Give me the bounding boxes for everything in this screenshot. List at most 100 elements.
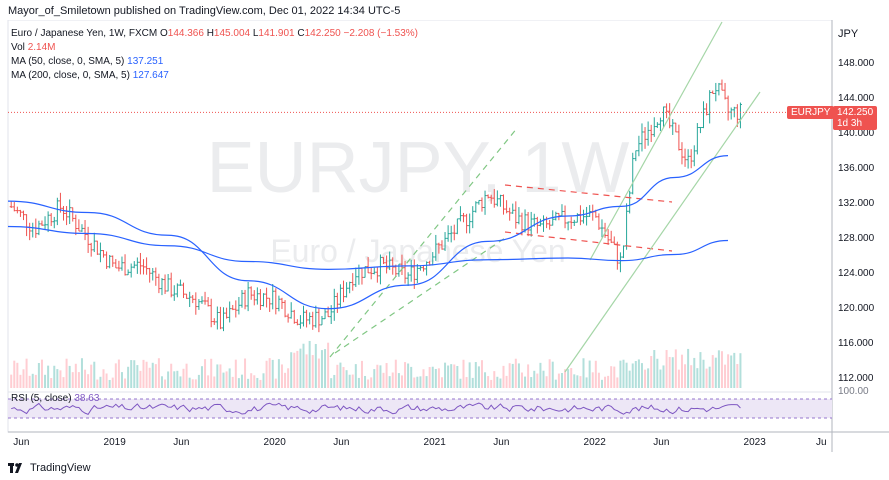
publish-info: Mayor_of_Smiletown published on TradingV… bbox=[8, 5, 401, 17]
volume-bar bbox=[440, 377, 443, 388]
volume-bar bbox=[231, 376, 234, 388]
dashed-channel-upper[interactable] bbox=[329, 126, 519, 358]
volume-bar bbox=[404, 362, 407, 388]
volume-bar bbox=[44, 374, 47, 388]
volume-bar bbox=[382, 372, 385, 388]
legend-ma50-row: MA (50, close, 0, SMA, 5) 137.251 bbox=[11, 55, 418, 69]
volume-bar bbox=[453, 364, 456, 388]
volume-bar bbox=[557, 373, 560, 388]
volume-bar bbox=[610, 366, 613, 388]
volume-bar bbox=[736, 364, 739, 388]
volume-bar bbox=[376, 364, 379, 388]
volume-bar bbox=[677, 369, 680, 388]
resistance-line-upper[interactable] bbox=[504, 184, 673, 203]
volume-bar bbox=[465, 377, 468, 388]
rising-channel-upper[interactable] bbox=[589, 21, 723, 261]
volume-bar bbox=[693, 357, 696, 388]
volume-bar bbox=[62, 377, 65, 388]
rsi-band bbox=[8, 399, 832, 418]
y-tick-label: 116.000 bbox=[838, 338, 874, 349]
volume-bar bbox=[311, 355, 314, 388]
volume-bar bbox=[690, 365, 693, 388]
legend-symbol: Euro / Japanese Yen, 1W, FXCM bbox=[11, 28, 158, 39]
dashed-channel-lower[interactable] bbox=[334, 237, 506, 354]
volume-bar bbox=[631, 363, 634, 388]
price-axis-labels: 148.000 144.000 140.000 136.000 132.000 128.0… bbox=[838, 58, 875, 384]
volume-bar bbox=[176, 370, 179, 388]
volume-bar bbox=[671, 357, 674, 388]
volume-bar bbox=[711, 355, 714, 388]
publish-header: Mayor_of_Smiletown published on TradingV… bbox=[0, 0, 889, 20]
volume-bar bbox=[505, 375, 508, 388]
volume-bar bbox=[90, 364, 93, 388]
volume-bar bbox=[302, 343, 305, 388]
legend-vol-value: 2.14M bbox=[27, 42, 56, 53]
volume-bar bbox=[93, 361, 96, 388]
y-tick-label: 112.000 bbox=[838, 373, 874, 384]
legend-ma200-label: MA (200, close, 0, SMA, 5) bbox=[11, 70, 130, 81]
x-tick-label: Ju bbox=[816, 437, 827, 448]
rising-channel-lower[interactable] bbox=[564, 91, 761, 373]
rsi-legend: RSI (5, close) 38.63 bbox=[11, 393, 99, 404]
volume-bar bbox=[228, 368, 231, 388]
bar-countdown: 1d 3h bbox=[837, 118, 863, 129]
volume-bar bbox=[102, 369, 105, 388]
volume-bar bbox=[34, 374, 37, 388]
volume-bar bbox=[31, 373, 34, 388]
volume-bar bbox=[545, 376, 548, 388]
volume-bar bbox=[604, 376, 607, 388]
volume-bar bbox=[59, 370, 62, 388]
volume-bar bbox=[114, 363, 117, 388]
volume-bar bbox=[471, 377, 474, 388]
legend-ma200-row: MA (200, close, 0, SMA, 5) 127.647 bbox=[11, 69, 418, 83]
volume-bar bbox=[84, 369, 87, 388]
volume-bar bbox=[733, 352, 736, 388]
ohlc-value-l: 141.901 bbox=[258, 28, 295, 39]
volume-bar bbox=[680, 354, 683, 388]
volume-bar bbox=[19, 374, 22, 388]
volume-bar bbox=[687, 348, 690, 388]
volume-bar bbox=[133, 360, 136, 388]
volume-bar bbox=[422, 369, 425, 388]
volume-bar bbox=[496, 376, 499, 388]
volume-bar bbox=[536, 373, 539, 388]
volume-bar bbox=[407, 363, 410, 388]
x-tick-label: Jun bbox=[493, 437, 509, 448]
volume-bar bbox=[416, 376, 419, 388]
volume-bar bbox=[662, 365, 665, 388]
volume-bar bbox=[244, 358, 247, 388]
footer-brand[interactable]: TradingView bbox=[8, 459, 91, 477]
volume-bar bbox=[37, 362, 40, 388]
volume-bar bbox=[219, 364, 222, 388]
volume-bar bbox=[139, 370, 142, 388]
volume-bar bbox=[613, 366, 616, 388]
price-chart[interactable]: EURJPY, 1W Euro / Japanese Yen 148.00014… bbox=[0, 19, 889, 460]
volume-bar bbox=[327, 342, 330, 388]
volume-bar bbox=[434, 368, 437, 388]
volume-bar bbox=[502, 365, 505, 388]
last-price-tag: 142.250 1d 3h bbox=[833, 106, 878, 130]
volume-bar bbox=[287, 368, 290, 388]
volume-bar bbox=[551, 361, 554, 388]
volume-bar bbox=[724, 364, 727, 388]
volume-bar bbox=[213, 376, 216, 388]
legend-vol-row: Vol 2.14M bbox=[11, 41, 418, 55]
volume-bar bbox=[539, 362, 542, 388]
volume-bar bbox=[259, 379, 262, 388]
volume-bar bbox=[468, 362, 471, 388]
volume-bar bbox=[53, 365, 56, 388]
volume-bar bbox=[256, 377, 259, 388]
candlesticks[interactable] bbox=[9, 79, 742, 333]
volume-bar bbox=[717, 350, 720, 388]
volume-bar bbox=[142, 359, 145, 388]
chart-frame[interactable]: EURJPY, 1W Euro / Japanese Yen 148.000 14… bbox=[0, 19, 889, 460]
volume-bar bbox=[204, 359, 207, 388]
volume-bar bbox=[188, 377, 191, 388]
volume-bar bbox=[197, 374, 200, 388]
watermark-name: Euro / Japanese Yen bbox=[270, 233, 565, 269]
volume-bar bbox=[367, 379, 370, 388]
volume-bar bbox=[579, 376, 582, 388]
volume-bar bbox=[656, 358, 659, 388]
volume-bar bbox=[351, 374, 354, 388]
volume-bar bbox=[696, 368, 699, 388]
